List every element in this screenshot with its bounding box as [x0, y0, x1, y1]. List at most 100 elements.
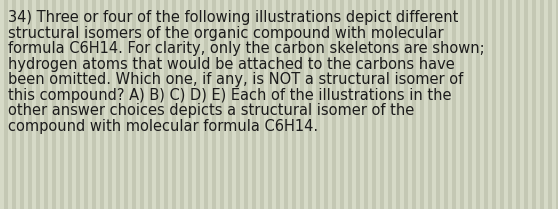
Bar	[368, 0, 372, 209]
Bar	[144, 0, 148, 209]
Bar	[112, 0, 116, 209]
Bar	[416, 0, 420, 209]
Text: hydrogen atoms that would be attached to the carbons have: hydrogen atoms that would be attached to…	[8, 57, 455, 72]
Bar	[404, 0, 408, 209]
Bar	[524, 0, 528, 209]
Bar	[196, 0, 200, 209]
Bar	[388, 0, 392, 209]
Bar	[508, 0, 512, 209]
Bar	[556, 0, 558, 209]
Bar	[228, 0, 232, 209]
Bar	[412, 0, 416, 209]
Bar	[24, 0, 28, 209]
Text: 34) Three or four of the following illustrations depict different: 34) Three or four of the following illus…	[8, 10, 458, 25]
Bar	[380, 0, 384, 209]
Bar	[212, 0, 216, 209]
Bar	[352, 0, 356, 209]
Bar	[88, 0, 92, 209]
Bar	[432, 0, 436, 209]
Bar	[448, 0, 452, 209]
Bar	[168, 0, 172, 209]
Bar	[128, 0, 132, 209]
Bar	[20, 0, 24, 209]
Bar	[460, 0, 464, 209]
Text: compound with molecular formula C6H14.: compound with molecular formula C6H14.	[8, 119, 318, 134]
Bar	[452, 0, 456, 209]
Bar	[160, 0, 164, 209]
Bar	[132, 0, 136, 209]
Bar	[260, 0, 264, 209]
Bar	[176, 0, 180, 209]
Bar	[400, 0, 404, 209]
Bar	[532, 0, 536, 209]
Bar	[496, 0, 500, 209]
Bar	[252, 0, 256, 209]
Bar	[476, 0, 480, 209]
Bar	[72, 0, 76, 209]
Bar	[208, 0, 212, 209]
Bar	[28, 0, 32, 209]
Bar	[200, 0, 204, 209]
Bar	[92, 0, 96, 209]
Bar	[544, 0, 548, 209]
Bar	[464, 0, 468, 209]
Bar	[316, 0, 320, 209]
Bar	[292, 0, 296, 209]
Bar	[272, 0, 276, 209]
Bar	[32, 0, 36, 209]
Bar	[16, 0, 20, 209]
Bar	[304, 0, 308, 209]
Bar	[164, 0, 168, 209]
Bar	[4, 0, 8, 209]
Bar	[296, 0, 300, 209]
Bar	[84, 0, 88, 209]
Bar	[336, 0, 340, 209]
Bar	[172, 0, 176, 209]
Bar	[220, 0, 224, 209]
Bar	[68, 0, 72, 209]
Bar	[348, 0, 352, 209]
Bar	[36, 0, 40, 209]
Bar	[192, 0, 196, 209]
Bar	[484, 0, 488, 209]
Bar	[340, 0, 344, 209]
Bar	[408, 0, 412, 209]
Bar	[552, 0, 556, 209]
Bar	[504, 0, 508, 209]
Bar	[492, 0, 496, 209]
Bar	[268, 0, 272, 209]
Bar	[204, 0, 208, 209]
Text: structural isomers of the organic compound with molecular: structural isomers of the organic compou…	[8, 25, 444, 41]
Bar	[500, 0, 504, 209]
Bar	[356, 0, 360, 209]
Bar	[116, 0, 120, 209]
Bar	[516, 0, 520, 209]
Bar	[320, 0, 324, 209]
Bar	[308, 0, 312, 209]
Bar	[44, 0, 48, 209]
Bar	[152, 0, 156, 209]
Bar	[104, 0, 108, 209]
Bar	[312, 0, 316, 209]
Bar	[384, 0, 388, 209]
Bar	[100, 0, 104, 209]
Bar	[392, 0, 396, 209]
Bar	[332, 0, 336, 209]
Bar	[536, 0, 540, 209]
Bar	[48, 0, 52, 209]
Bar	[428, 0, 432, 209]
Bar	[540, 0, 544, 209]
Bar	[300, 0, 304, 209]
Bar	[360, 0, 364, 209]
Bar	[512, 0, 516, 209]
Bar	[156, 0, 160, 209]
Bar	[140, 0, 144, 209]
Text: other answer choices depicts a structural isomer of the: other answer choices depicts a structura…	[8, 103, 414, 118]
Bar	[240, 0, 244, 209]
Bar	[56, 0, 60, 209]
Bar	[52, 0, 56, 209]
Bar	[472, 0, 476, 209]
Bar	[480, 0, 484, 209]
Bar	[364, 0, 368, 209]
Bar	[124, 0, 128, 209]
